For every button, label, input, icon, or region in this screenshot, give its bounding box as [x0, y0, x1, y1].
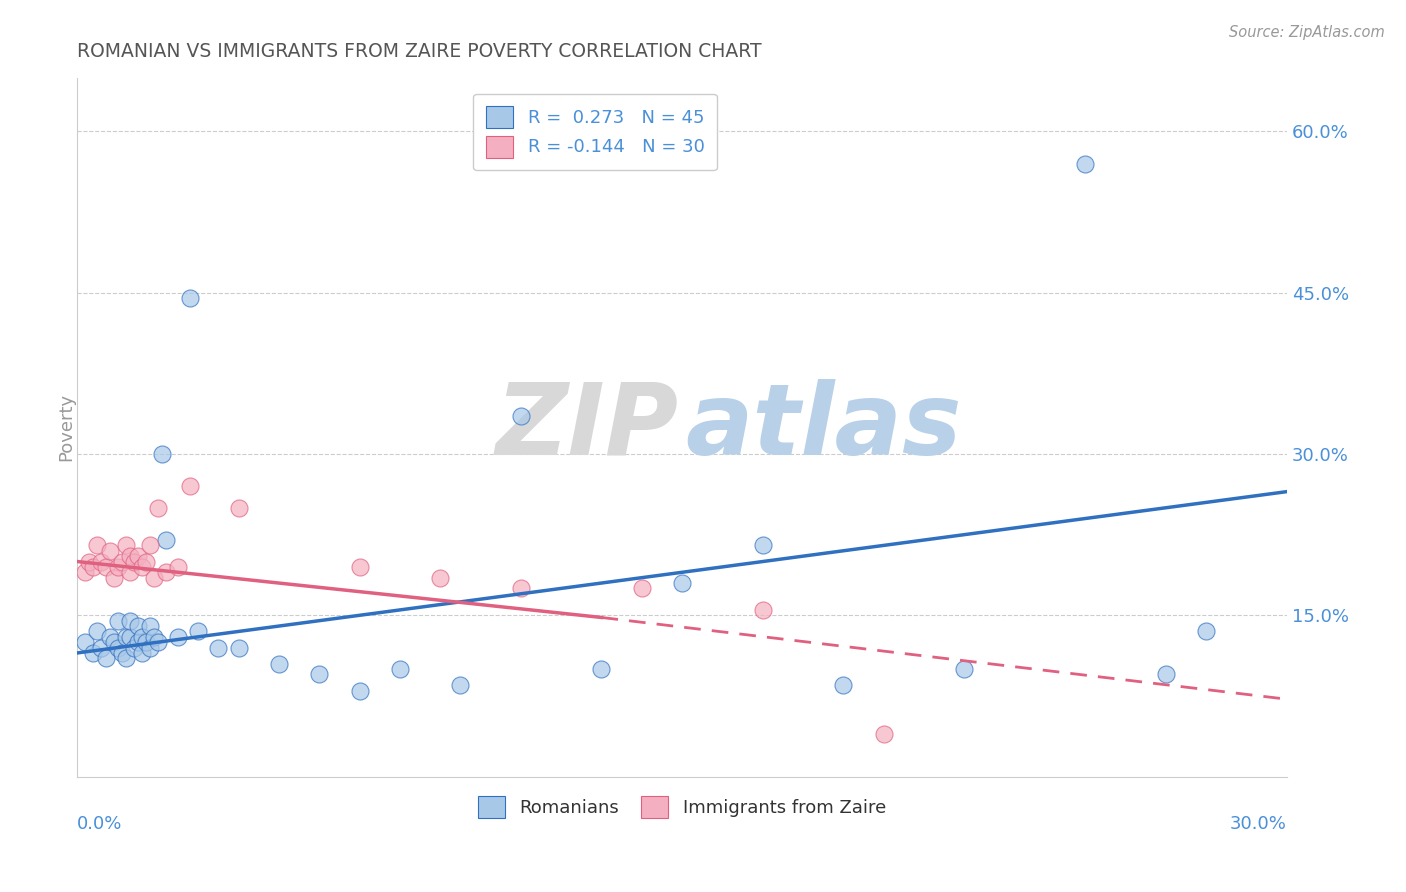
Point — [429, 571, 451, 585]
Point — [94, 560, 117, 574]
Point — [122, 555, 145, 569]
Point — [167, 630, 190, 644]
Point — [118, 630, 141, 644]
Point — [142, 630, 165, 644]
Point — [94, 651, 117, 665]
Point — [228, 500, 250, 515]
Point — [308, 667, 330, 681]
Point — [107, 560, 129, 574]
Point — [82, 646, 104, 660]
Text: 30.0%: 30.0% — [1230, 815, 1286, 833]
Point — [131, 560, 153, 574]
Point — [111, 646, 134, 660]
Point — [86, 538, 108, 552]
Point — [449, 678, 471, 692]
Point — [267, 657, 290, 671]
Text: ROMANIAN VS IMMIGRANTS FROM ZAIRE POVERTY CORRELATION CHART: ROMANIAN VS IMMIGRANTS FROM ZAIRE POVERT… — [77, 42, 762, 61]
Point — [82, 560, 104, 574]
Point — [509, 582, 531, 596]
Point — [150, 447, 173, 461]
Point — [155, 533, 177, 547]
Point — [135, 555, 157, 569]
Point — [103, 635, 125, 649]
Point — [118, 566, 141, 580]
Point — [139, 619, 162, 633]
Point — [114, 651, 136, 665]
Point — [86, 624, 108, 639]
Point — [142, 571, 165, 585]
Point — [127, 619, 149, 633]
Point — [118, 549, 141, 563]
Point — [751, 538, 773, 552]
Y-axis label: Poverty: Poverty — [58, 393, 75, 461]
Point — [98, 630, 121, 644]
Text: 0.0%: 0.0% — [77, 815, 122, 833]
Point — [1195, 624, 1218, 639]
Point — [75, 566, 97, 580]
Point — [179, 479, 201, 493]
Point — [1074, 156, 1097, 170]
Point — [139, 640, 162, 655]
Point — [114, 538, 136, 552]
Point — [187, 624, 209, 639]
Point — [107, 640, 129, 655]
Point — [146, 500, 169, 515]
Point — [872, 726, 894, 740]
Point — [388, 662, 411, 676]
Point — [79, 555, 101, 569]
Point — [630, 582, 652, 596]
Legend: Romanians, Immigrants from Zaire: Romanians, Immigrants from Zaire — [471, 789, 893, 825]
Point — [167, 560, 190, 574]
Text: Source: ZipAtlas.com: Source: ZipAtlas.com — [1229, 25, 1385, 40]
Point — [75, 635, 97, 649]
Point — [111, 555, 134, 569]
Point — [591, 662, 613, 676]
Point — [671, 576, 693, 591]
Point — [139, 538, 162, 552]
Point — [832, 678, 855, 692]
Point — [349, 560, 371, 574]
Text: ZIP: ZIP — [495, 378, 679, 475]
Point — [131, 646, 153, 660]
Point — [98, 543, 121, 558]
Point — [118, 614, 141, 628]
Point — [179, 291, 201, 305]
Point — [953, 662, 976, 676]
Point — [107, 614, 129, 628]
Point — [131, 630, 153, 644]
Point — [114, 630, 136, 644]
Point — [127, 635, 149, 649]
Point — [207, 640, 229, 655]
Point — [349, 683, 371, 698]
Point — [127, 549, 149, 563]
Point — [146, 635, 169, 649]
Text: atlas: atlas — [686, 378, 962, 475]
Point — [509, 409, 531, 424]
Point — [228, 640, 250, 655]
Point — [103, 571, 125, 585]
Point — [751, 603, 773, 617]
Point — [1154, 667, 1177, 681]
Point — [122, 640, 145, 655]
Point — [135, 635, 157, 649]
Point — [155, 566, 177, 580]
Point — [90, 555, 112, 569]
Point — [90, 640, 112, 655]
